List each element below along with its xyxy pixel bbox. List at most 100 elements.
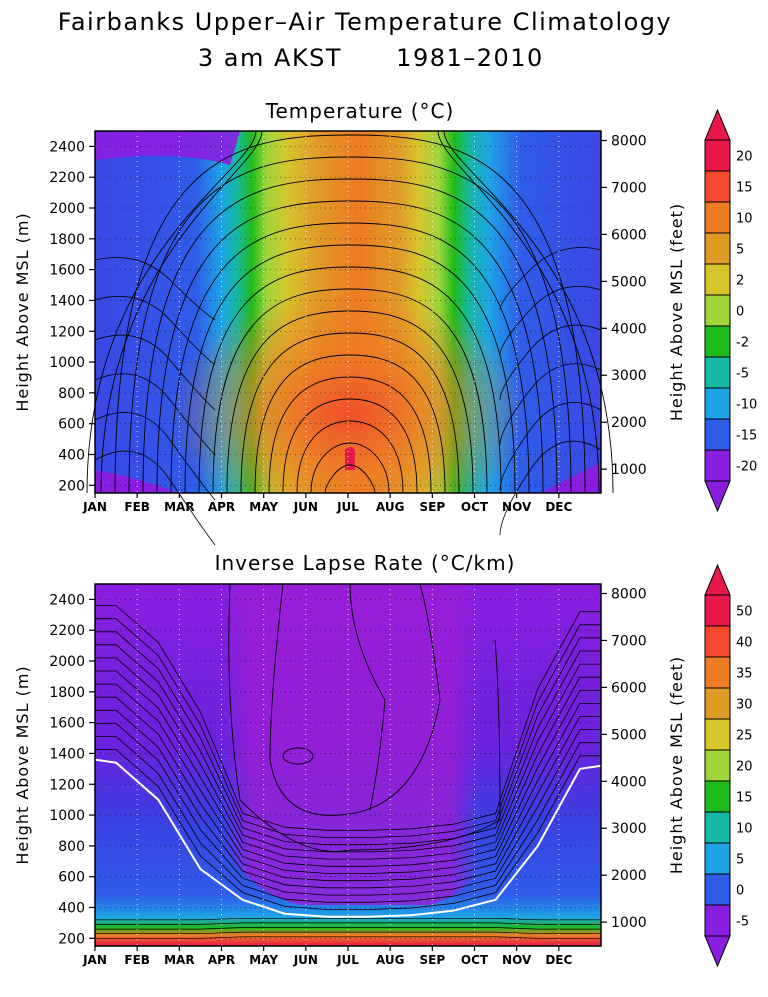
lapse-rate-gridlines xyxy=(95,584,601,946)
colorbar-segment xyxy=(704,687,731,720)
x-tick-label: AUG xyxy=(376,500,405,514)
lapse-rate-y-ticks: 200 400 600 800 1000 1200 1400 1600 1800 2000 2200… xyxy=(49,592,95,947)
temperature-panel: Temperature (°C) 20040060080010001200140… xyxy=(13,99,757,546)
temperature-contour-line xyxy=(499,440,602,536)
temperature-ylabel-right: Height Above MSL (feet) xyxy=(667,203,686,421)
y-tick-label: 2400 xyxy=(49,592,85,608)
x-tick-label: APR xyxy=(208,500,235,514)
x-tick-label: DEC xyxy=(545,953,572,967)
y-tick-label: 1400 xyxy=(49,746,85,762)
x-tick-label: DEC xyxy=(545,500,572,514)
lapse-rate-contour-line xyxy=(95,736,601,903)
temperature-contour-line xyxy=(499,285,602,356)
y-tick-label: 1000 xyxy=(49,355,85,371)
lapse-rate-contours xyxy=(95,583,601,939)
y-right-tick-label: 5000 xyxy=(611,274,647,290)
y-right-tick-label: 1000 xyxy=(611,462,647,478)
x-tick-label: SEP xyxy=(420,953,446,967)
y-tick-label: 800 xyxy=(58,386,85,402)
lapse-rate-contour-line xyxy=(95,696,601,882)
colorbar-label: 40 xyxy=(736,636,753,651)
temperature-cold-aloft xyxy=(95,131,240,165)
y-tick-label: 400 xyxy=(58,900,85,916)
y-tick-label: 1000 xyxy=(49,808,85,824)
temperature-warmest-cell xyxy=(345,447,355,470)
colorbar-label: 25 xyxy=(736,729,753,744)
colorbar-label: 5 xyxy=(736,853,744,868)
lapse-rate-contour-line xyxy=(95,644,601,853)
colorbar-segment xyxy=(704,356,731,389)
x-tick-label: JUL xyxy=(336,500,359,514)
y-right-tick-label: 1000 xyxy=(611,915,647,931)
temperature-contour-line xyxy=(212,288,488,494)
colorbar-label: 2 xyxy=(736,274,744,289)
y-right-tick-label: 5000 xyxy=(611,727,647,743)
colorbar-label: 30 xyxy=(736,698,753,713)
colorbar-label: 20 xyxy=(736,150,753,165)
temperature-contour-line xyxy=(156,200,544,494)
temperature-contour-line xyxy=(226,310,474,494)
temperature-contour-line xyxy=(94,295,216,366)
colorbar-label: -10 xyxy=(736,398,757,413)
colorbar-segment xyxy=(704,263,731,296)
y-right-tick-label: 7000 xyxy=(611,633,647,649)
x-tick-label: OCT xyxy=(461,953,489,967)
colorbar-segment xyxy=(704,718,731,751)
y-tick-label: 600 xyxy=(58,417,85,433)
y-right-tick-label: 7000 xyxy=(611,180,647,196)
temperature-contour-line xyxy=(310,442,390,494)
colorbar-label: 20 xyxy=(736,760,753,775)
colorbar-label: 15 xyxy=(736,181,753,196)
lapse-rate-contour-line xyxy=(95,927,601,930)
temperature-contour-line xyxy=(100,130,600,494)
colorbar-segment xyxy=(704,780,731,813)
temperature-contour-line xyxy=(499,324,602,401)
colorbar-segment xyxy=(704,625,731,658)
y-tick-label: 1400 xyxy=(49,293,85,309)
figure-subtitle-time: 3 am AKST xyxy=(198,44,342,72)
lapse-rate-contour-line xyxy=(95,683,601,874)
temperature-contour-line xyxy=(198,266,502,494)
lapse-rate-contour-line xyxy=(95,605,601,831)
temperature-contour-line xyxy=(254,354,446,494)
y-right-tick-label: 2000 xyxy=(611,868,647,884)
y-right-tick-label: 8000 xyxy=(611,133,647,149)
colorbar-label: 15 xyxy=(736,791,753,806)
lapse-rate-y-right-ticks: 1000 2000 3000 4000 5000 6000 7000 8000 xyxy=(601,586,647,931)
temperature-ylabel: Height Above MSL (m) xyxy=(13,212,32,411)
colorbar-label: 10 xyxy=(736,212,753,227)
temperature-contour-line xyxy=(240,332,460,494)
colorbar-top-arrow xyxy=(704,108,731,141)
temperature-contour-line xyxy=(142,178,558,494)
y-tick-label: 1600 xyxy=(49,263,85,279)
y-tick-label: 1600 xyxy=(49,716,85,732)
temperature-contours xyxy=(86,130,614,546)
y-tick-label: 800 xyxy=(58,839,85,855)
x-tick-label: APR xyxy=(208,953,235,967)
y-tick-label: 2200 xyxy=(49,170,85,186)
lapse-rate-contour-line xyxy=(95,931,601,935)
colorbar-top-arrow xyxy=(704,563,731,596)
colorbar-segment xyxy=(704,656,731,689)
x-tick-label: MAR xyxy=(164,500,194,514)
y-right-tick-label: 3000 xyxy=(611,368,647,384)
x-tick-label: NOV xyxy=(502,500,532,514)
x-tick-label: MAY xyxy=(249,953,278,967)
temperature-contour-line xyxy=(296,420,404,494)
x-tick-label: FEB xyxy=(124,953,150,967)
colorbar-segment xyxy=(704,594,731,627)
colorbar-segment xyxy=(704,325,731,358)
x-tick-label: OCT xyxy=(461,500,489,514)
y-tick-label: 200 xyxy=(58,931,85,947)
temperature-contour-line xyxy=(128,156,572,494)
colorbar-bottom-arrow xyxy=(704,480,731,513)
colorbar-segment xyxy=(704,811,731,844)
colorbar-segment xyxy=(704,232,731,265)
lapse-rate-contour-line xyxy=(95,917,601,921)
figure-subtitle-period: 1981–2010 xyxy=(396,44,544,72)
y-tick-label: 2400 xyxy=(49,139,85,155)
temperature-contour-line xyxy=(184,244,516,494)
colorbar-segment xyxy=(704,201,731,234)
y-right-tick-label: 6000 xyxy=(611,227,647,243)
colorbar-segment xyxy=(704,294,731,327)
